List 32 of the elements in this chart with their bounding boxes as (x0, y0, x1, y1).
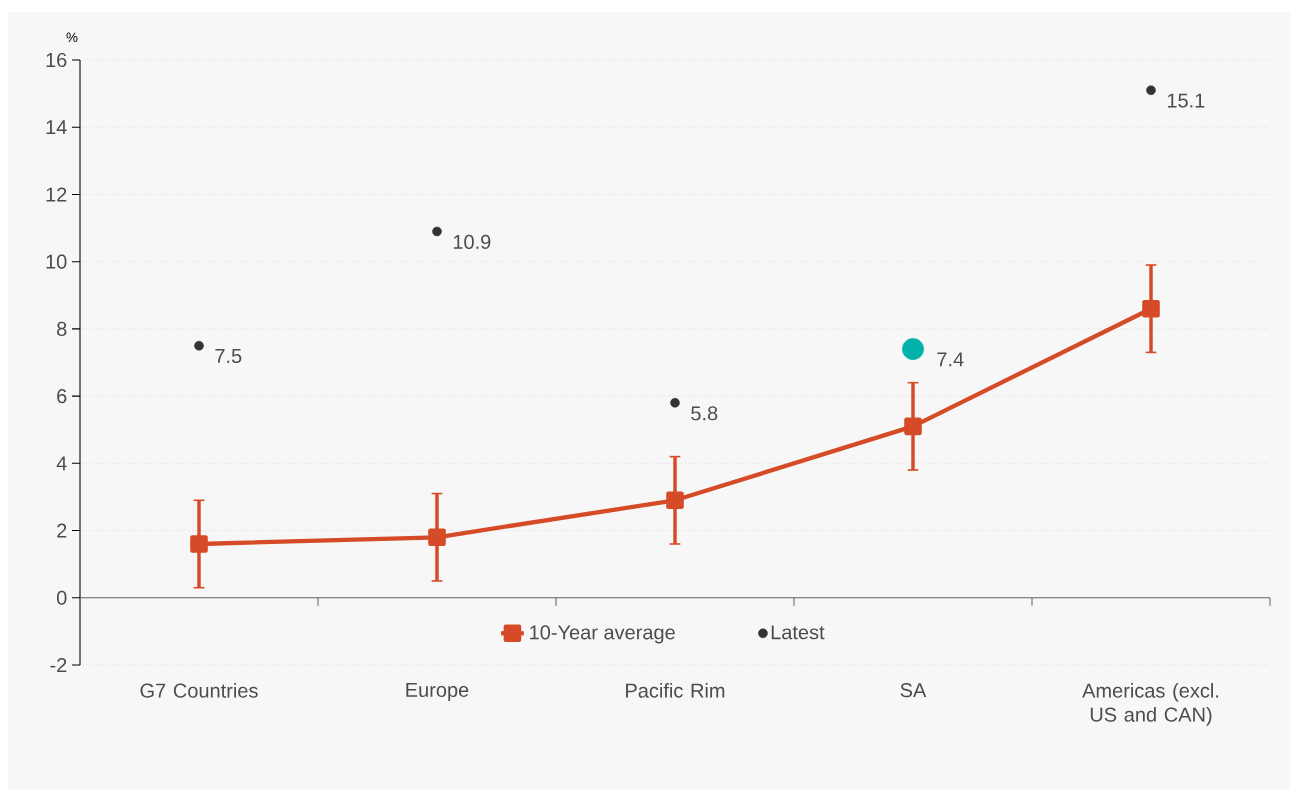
point (432, 226, 442, 237)
point (194, 340, 204, 351)
y-axis-title: % (66, 32, 78, 42)
y-tick-label: -2 (50, 658, 67, 672)
data-label: 7.5 (215, 349, 242, 364)
y-tick-label: 0 (56, 590, 67, 605)
x-tick-label: Pacific Rim (626, 683, 725, 698)
data-label: 5.8 (691, 406, 718, 421)
y-tick-label: 16 (46, 52, 67, 68)
legend-label: 10-Year average (530, 625, 675, 644)
point (428, 528, 446, 547)
data-label: 10.9 (453, 234, 491, 249)
point (666, 491, 684, 510)
point (190, 535, 208, 553)
data-label: 15.1 (1167, 93, 1205, 108)
x-tick-label: Americas (excl. US and CAN) (1082, 683, 1219, 726)
y-tick-label: 14 (46, 120, 67, 135)
y-tick-label: 4 (56, 456, 67, 471)
y-tick-label: 12 (46, 187, 67, 202)
y-tick-label: 8 (57, 321, 67, 336)
legend-label: Latest (771, 625, 825, 640)
point (904, 417, 922, 436)
data-label: 7.4 (937, 352, 964, 367)
x-tick-label: G7 Countries (140, 683, 258, 698)
y-tick-label: 10 (46, 254, 67, 269)
y-tick-label: 2 (57, 523, 67, 538)
x-tick-label: Europe (406, 683, 469, 701)
x-tick-label: SA (900, 683, 927, 698)
y-tick-label: 6 (57, 389, 67, 404)
point (670, 398, 680, 408)
point (1142, 299, 1160, 318)
point (1146, 85, 1156, 96)
